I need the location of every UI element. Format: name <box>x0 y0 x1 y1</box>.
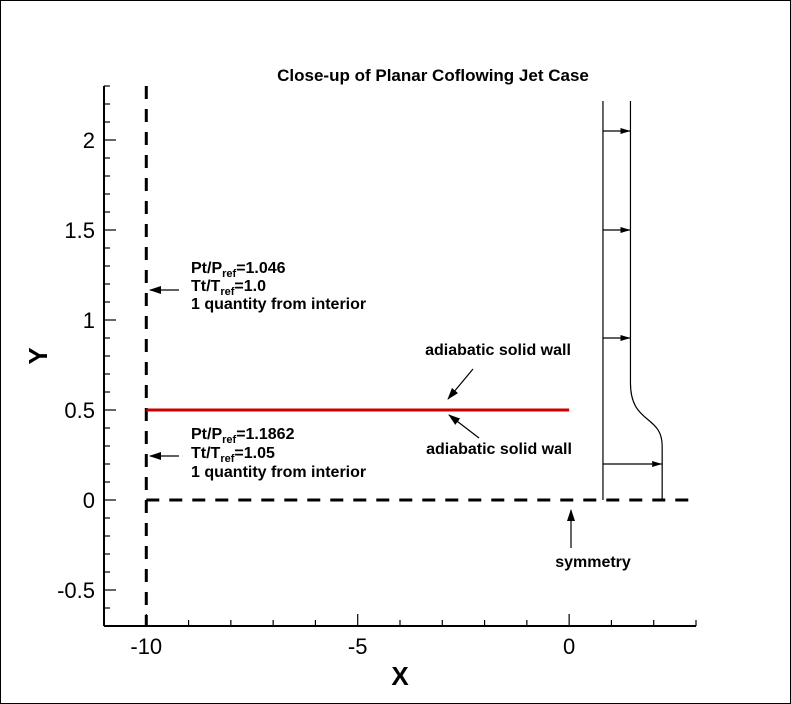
y-tick-label: -0.5 <box>57 578 95 603</box>
y-tick-label: 2 <box>83 128 95 153</box>
chart-title: Close-up of Planar Coflowing Jet Case <box>277 66 589 85</box>
upper-tt-label: Tt/Tref=1.0 <box>191 278 266 298</box>
lower-interior-label: 1 quantity from interior <box>191 464 366 481</box>
wall-bottom-arrow <box>448 414 480 439</box>
wall-label-bottom: adiabatic solid wall <box>426 441 572 458</box>
x-tick-label: 0 <box>563 634 575 659</box>
y-tick-label: 0.5 <box>64 398 95 423</box>
upper-interior-label: 1 quantity from interior <box>191 296 366 313</box>
lower-pt-label: Pt/Pref=1.1862 <box>191 426 295 446</box>
x-tick-label: -5 <box>348 634 368 659</box>
wall-top-arrow <box>447 368 474 400</box>
lower-tt-label: Tt/Tref=1.05 <box>191 445 275 465</box>
wall-label-top: adiabatic solid wall <box>425 342 571 359</box>
upper-pt-label: Pt/Pref=1.046 <box>191 260 286 280</box>
profile-arrows <box>602 128 663 467</box>
symmetry-label: symmetry <box>555 554 631 571</box>
y-tick-label: 1 <box>83 308 95 333</box>
y-tick-label: 1.5 <box>64 218 95 243</box>
velocity-profile-curve <box>629 101 663 500</box>
x-tick-label: -10 <box>130 634 162 659</box>
y-tick-label: 0 <box>83 488 95 513</box>
x-axis-label: X <box>391 661 409 691</box>
y-axis-label: Y <box>23 347 53 364</box>
